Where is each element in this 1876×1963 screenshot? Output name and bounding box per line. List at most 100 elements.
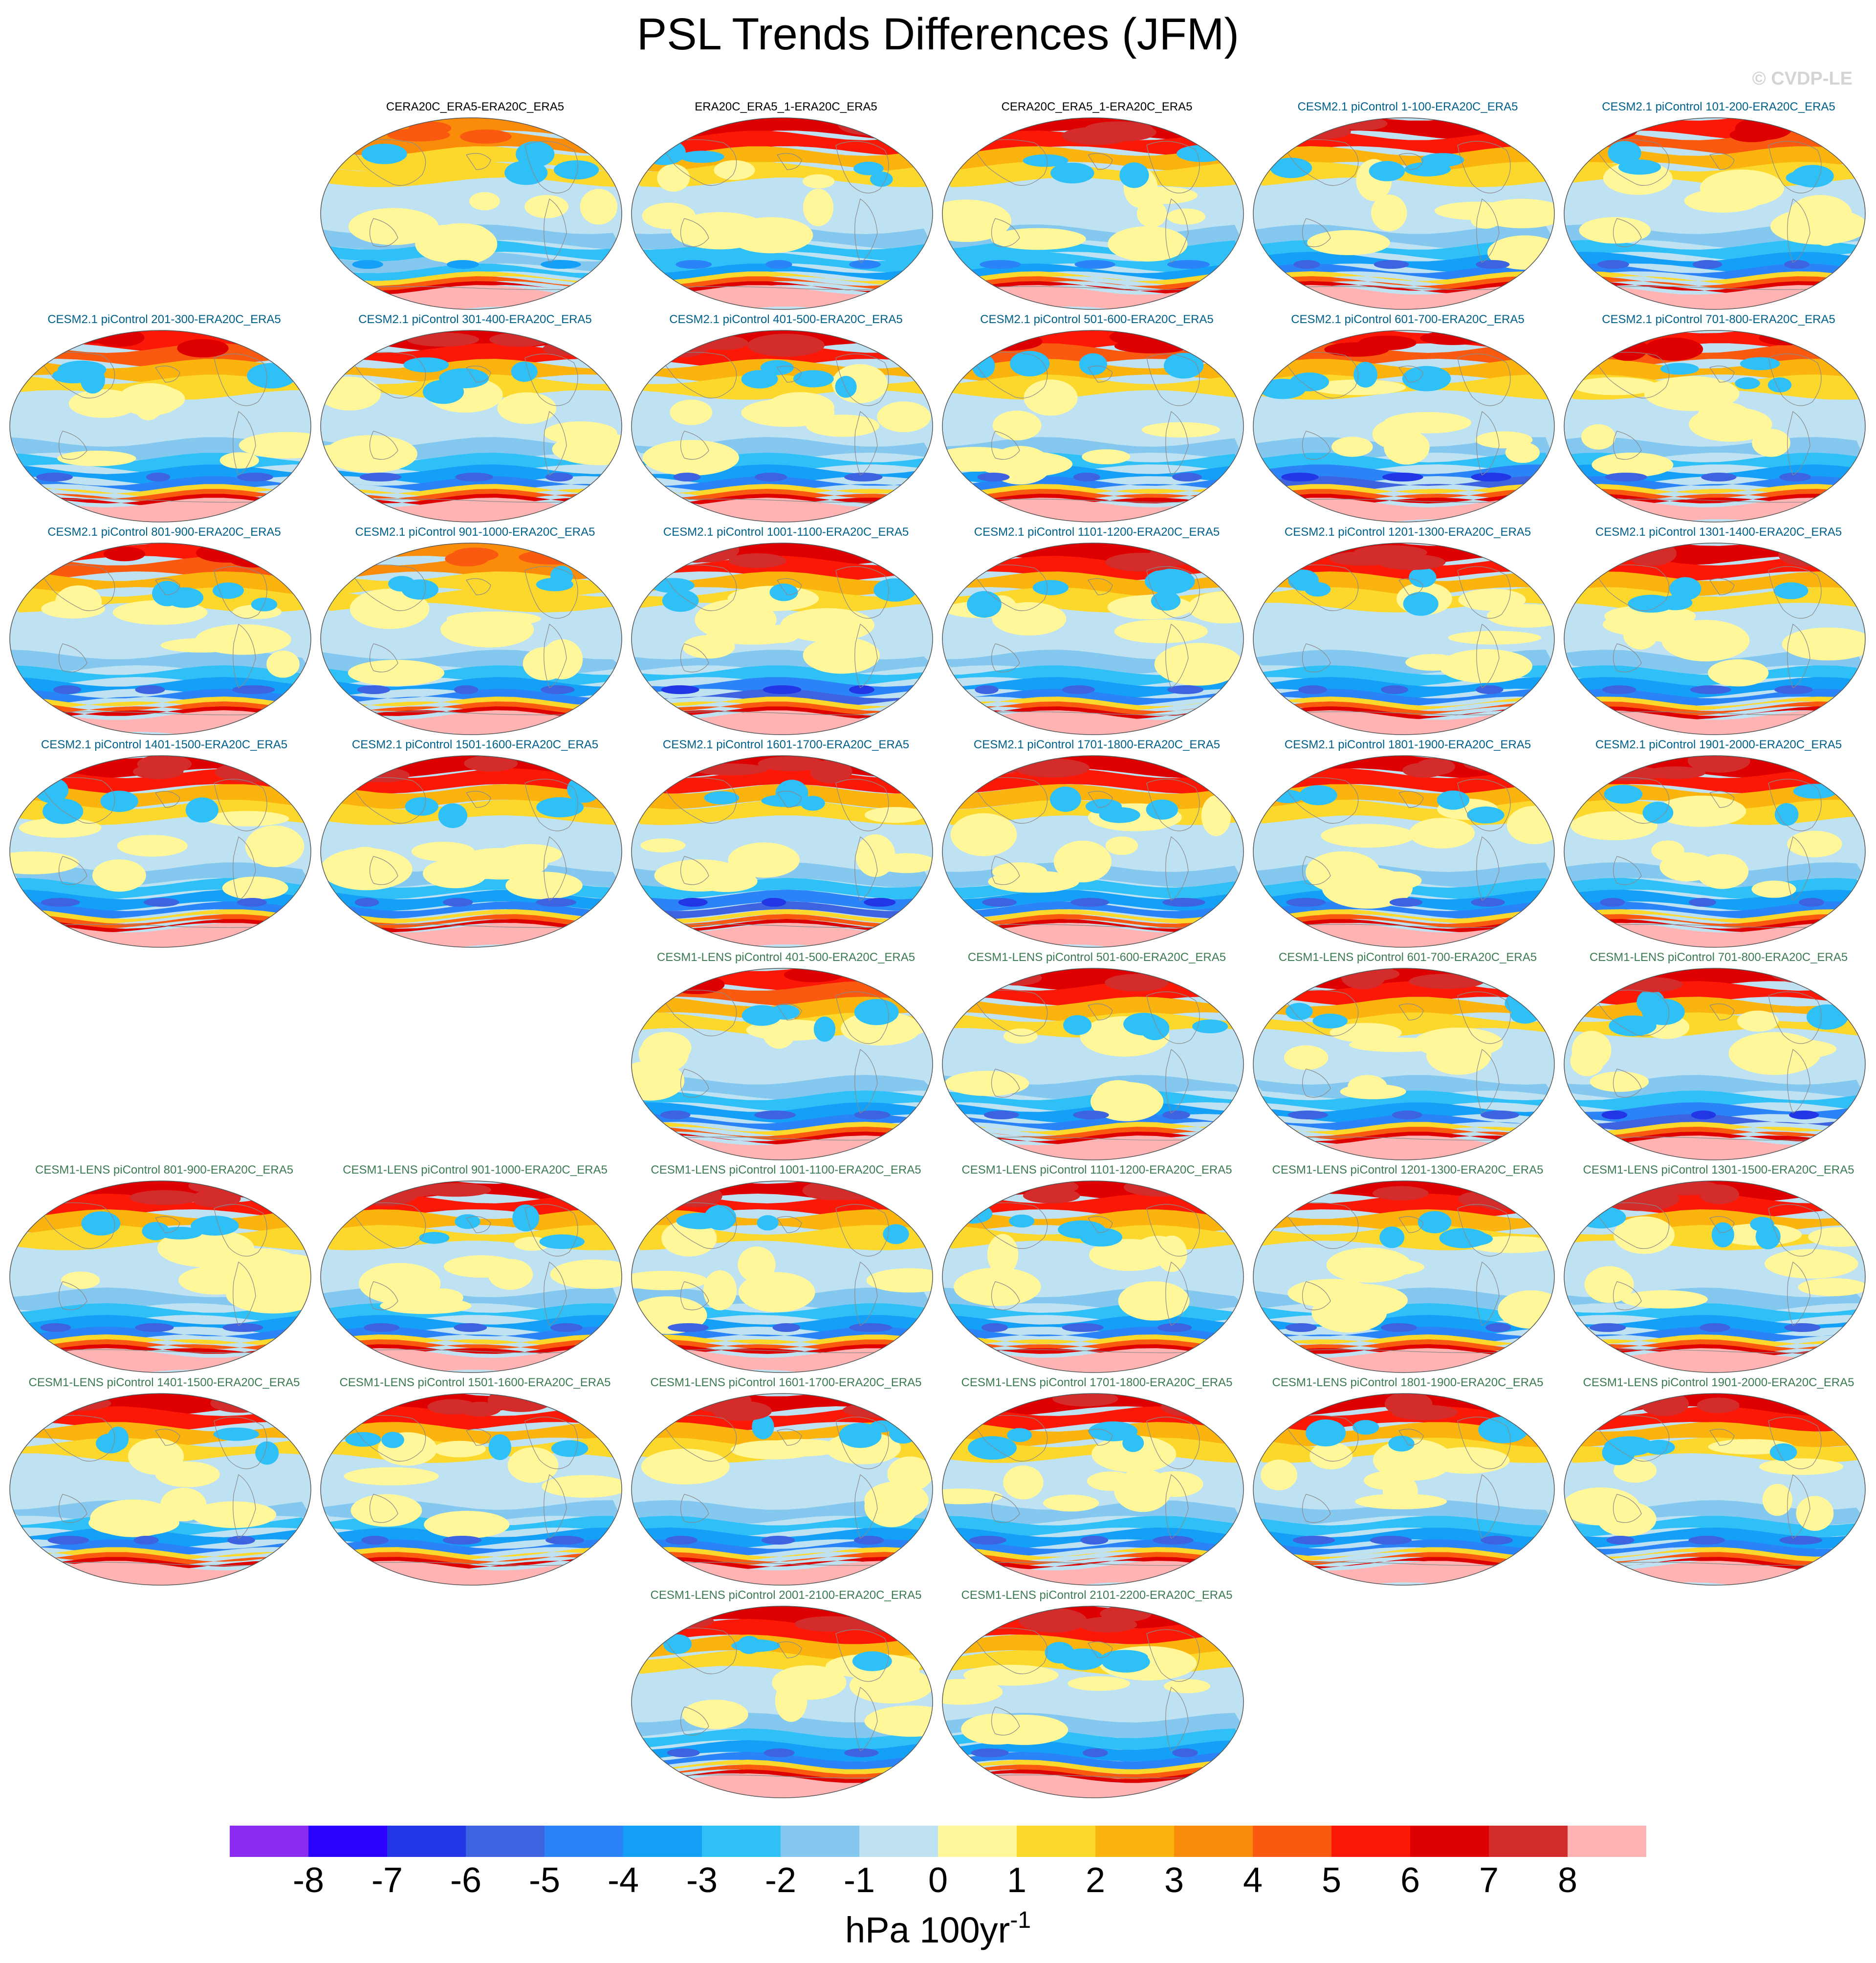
negative-patch xyxy=(545,1536,585,1545)
positive-patch xyxy=(866,1268,933,1293)
contour-band xyxy=(632,1127,933,1141)
positive-patch xyxy=(1759,330,1812,346)
contour-band xyxy=(1253,697,1554,711)
negative-patch xyxy=(883,1224,909,1244)
negative-patch xyxy=(665,1536,698,1545)
negative-patch xyxy=(1605,473,1647,481)
contour-band xyxy=(942,914,1243,929)
contour-band xyxy=(942,1769,1243,1783)
contour-band xyxy=(321,768,622,794)
negative-patch xyxy=(43,798,84,824)
positive-patch xyxy=(864,1705,933,1737)
positive-patch xyxy=(642,202,696,229)
map-border xyxy=(1564,968,1866,1160)
map-panel: ERA20C_ERA5_1-ERA20C_ERA5 xyxy=(631,100,941,313)
trend-map xyxy=(631,330,933,523)
positive-patch xyxy=(222,876,288,900)
map-border xyxy=(1253,1393,1555,1586)
negative-patch xyxy=(1119,162,1149,188)
positive-patch xyxy=(654,859,746,892)
contour-band xyxy=(1253,1135,1554,1160)
contour-band xyxy=(1564,1561,1865,1585)
positive-patch xyxy=(39,1396,111,1411)
negative-patch xyxy=(1467,807,1505,824)
negative-patch xyxy=(839,1422,882,1448)
positive-patch xyxy=(348,659,444,686)
map-panel: CESM2.1 piControl 601-700-ERA20C_ERA5 xyxy=(1252,313,1563,525)
negative-patch xyxy=(835,376,857,398)
positive-patch xyxy=(1326,1247,1412,1283)
positive-patch xyxy=(650,968,694,988)
map-border xyxy=(631,117,933,310)
positive-patch xyxy=(1307,230,1390,255)
contour-band xyxy=(321,453,622,474)
negative-patch xyxy=(213,1427,260,1441)
colorbar-tick-label: -7 xyxy=(371,1861,403,1900)
colorbar-box xyxy=(781,1826,859,1857)
contour-band xyxy=(1564,1287,1865,1313)
contour-band xyxy=(942,710,1243,735)
negative-patch xyxy=(1576,1206,1626,1229)
contour-band xyxy=(10,1547,311,1562)
negative-patch xyxy=(504,160,548,185)
contour-band xyxy=(1253,701,1554,716)
negative-patch xyxy=(1162,1111,1190,1119)
negative-patch xyxy=(146,473,171,481)
trend-map xyxy=(1253,1393,1555,1586)
map-panel: CESM2.1 piControl 1701-1800-ERA20C_ERA5 xyxy=(941,738,1252,951)
contour-band xyxy=(321,923,622,947)
positive-patch xyxy=(1590,1071,1649,1092)
map-border xyxy=(942,968,1244,1160)
contour-band xyxy=(632,1132,933,1145)
map-panel: CESM1-LENS piControl 601-700-ERA20C_ERA5 xyxy=(1252,951,1563,1163)
positive-patch xyxy=(205,811,289,827)
map-panel: CESM2.1 piControl 901-1000-ERA20C_ERA5 xyxy=(320,525,631,738)
panel-title: CESM1-LENS piControl 401-500-ERA20C_ERA5 xyxy=(656,951,916,964)
map-panel: CESM1-LENS piControl 1901-2000-ERA20C_ER… xyxy=(1563,1376,1874,1589)
contour-band xyxy=(321,162,622,187)
negative-patch xyxy=(864,898,896,907)
positive-patch xyxy=(632,1270,708,1290)
negative-patch xyxy=(1298,685,1327,694)
map-border xyxy=(1564,755,1866,948)
positive-patch xyxy=(1068,1676,1131,1691)
negative-patch xyxy=(1045,1642,1074,1664)
positive-patch xyxy=(141,387,185,411)
negative-patch xyxy=(53,685,82,694)
colorbar-tick-label: 8 xyxy=(1558,1861,1577,1900)
negative-patch xyxy=(536,578,573,591)
positive-patch xyxy=(427,1399,478,1415)
positive-patch xyxy=(433,1440,486,1458)
positive-patch xyxy=(1787,830,1842,857)
negative-patch xyxy=(680,151,724,163)
negative-patch xyxy=(1485,1323,1511,1332)
map-border xyxy=(1564,1393,1866,1586)
negative-patch xyxy=(1711,1222,1734,1247)
negative-patch xyxy=(1589,1323,1626,1332)
map-panel: CESM1-LENS piControl 1501-1600-ERA20C_ER… xyxy=(320,1376,631,1589)
negative-patch xyxy=(1007,1428,1032,1442)
negative-patch xyxy=(401,579,438,600)
positive-patch xyxy=(887,1456,933,1491)
panel-title: CESM2.1 piControl 101-200-ERA20C_ERA5 xyxy=(1602,100,1835,113)
positive-patch xyxy=(803,637,880,674)
negative-patch xyxy=(661,685,699,694)
map-panel: CESM2.1 piControl 201-300-ERA20C_ERA5 xyxy=(9,313,320,525)
positive-patch xyxy=(803,189,833,226)
positive-patch xyxy=(747,333,825,357)
negative-patch xyxy=(1773,582,1809,599)
contour-band xyxy=(942,919,1243,933)
colorbar-tick-label: -8 xyxy=(293,1861,324,1900)
contour-band xyxy=(942,1760,1243,1774)
negative-patch xyxy=(763,1748,795,1757)
positive-patch xyxy=(1762,1483,1792,1516)
positive-patch xyxy=(731,1440,816,1460)
negative-patch xyxy=(854,1111,891,1119)
positive-patch xyxy=(1154,643,1243,686)
map-panel: CESM1-LENS piControl 901-1000-ERA20C_ERA… xyxy=(320,1163,631,1376)
negative-patch xyxy=(454,1323,487,1332)
negative-patch xyxy=(455,1214,480,1229)
panel-title: CESM1-LENS piControl 1801-1900-ERA20C_ER… xyxy=(1272,1376,1544,1389)
negative-patch xyxy=(1023,154,1069,167)
negative-patch xyxy=(977,473,1010,481)
